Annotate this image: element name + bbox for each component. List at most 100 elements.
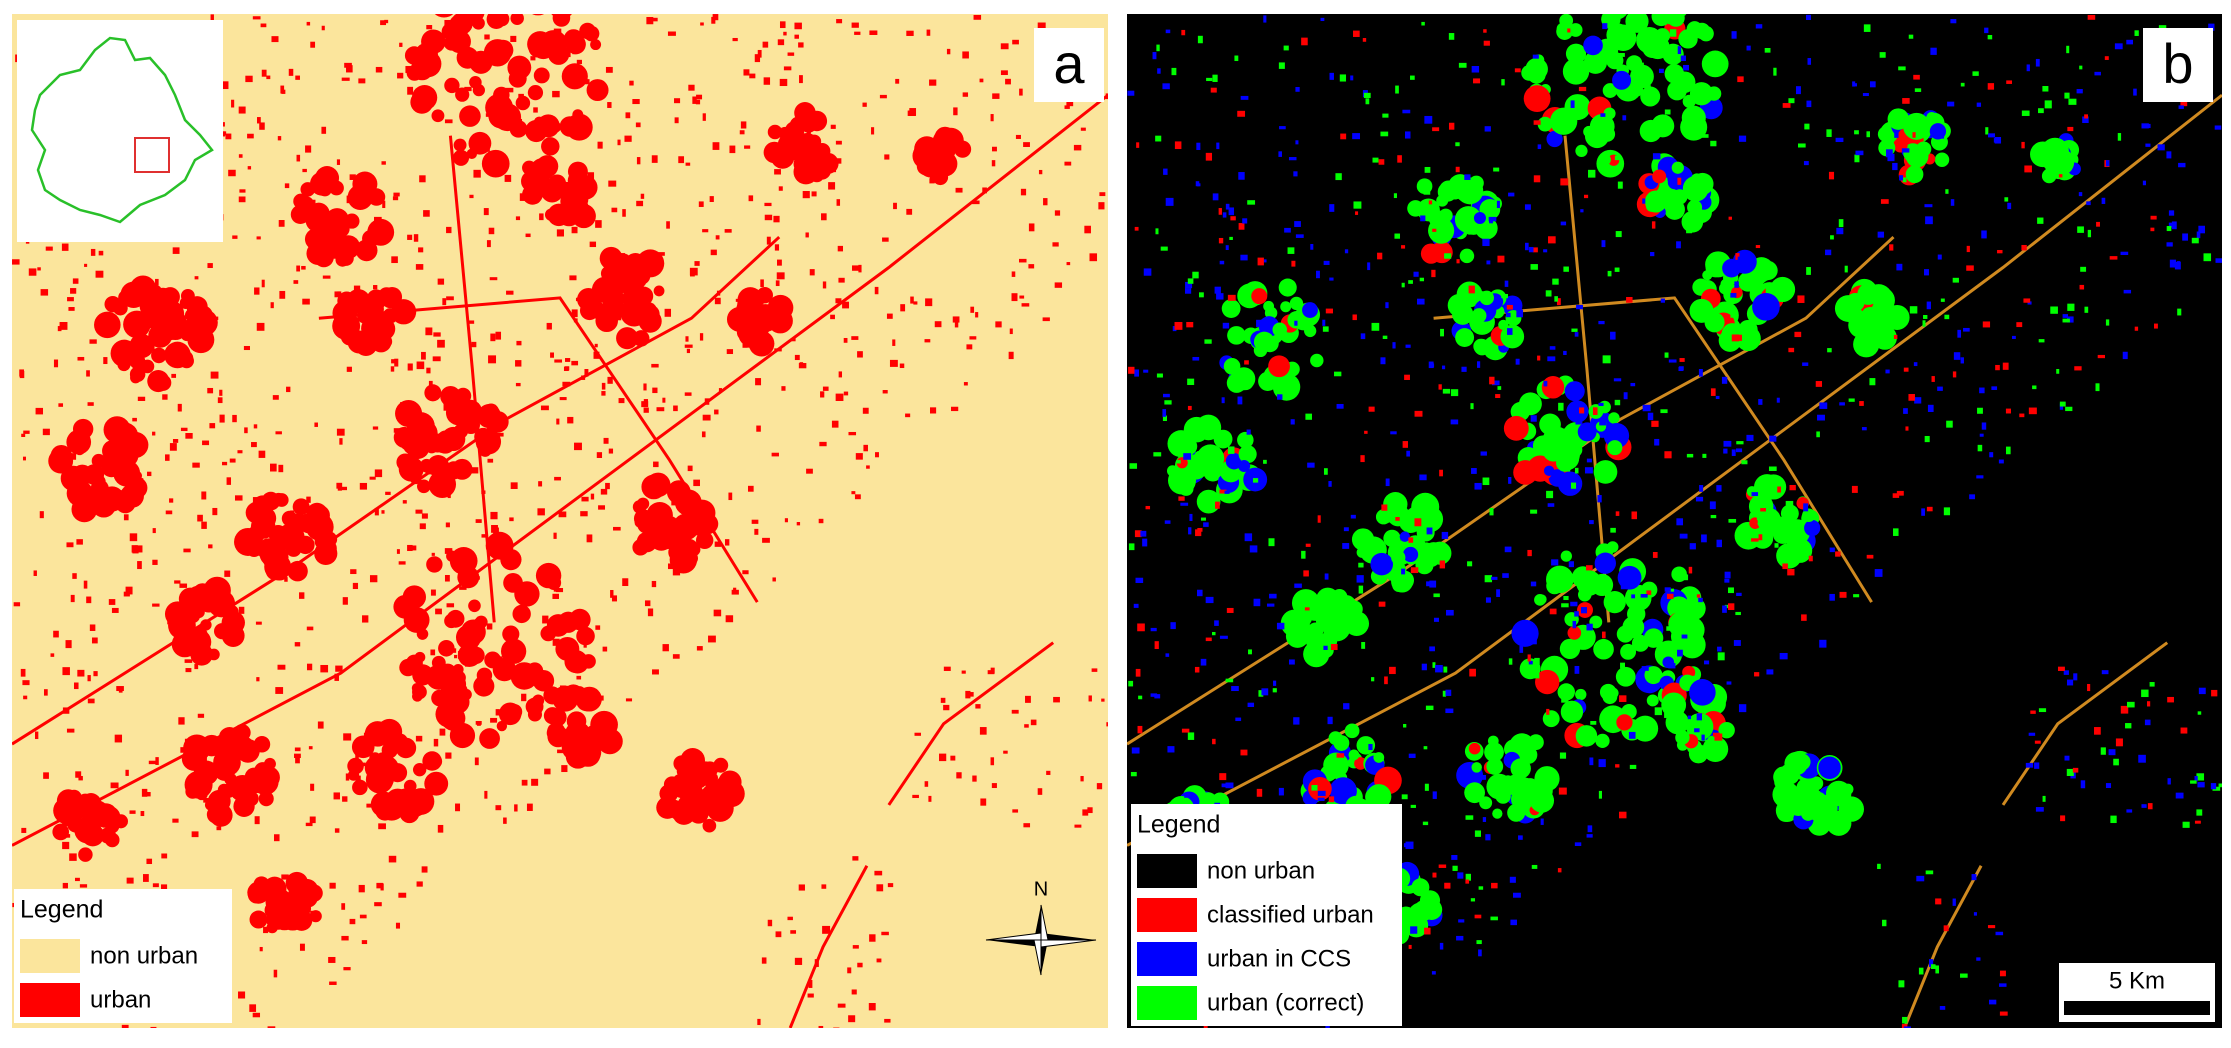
urban-dot <box>1724 571 1731 579</box>
urban-dot <box>1926 301 1931 310</box>
urban-patch <box>129 333 154 359</box>
urban-dot <box>1238 172 1245 180</box>
urban-patch <box>1370 552 1394 576</box>
urban-dot <box>950 755 956 761</box>
urban-dot <box>1420 215 1426 222</box>
urban-patch <box>1872 325 1897 350</box>
urban-dot <box>1617 181 1623 189</box>
urban-dot <box>2168 210 2175 216</box>
urban-dot <box>2145 143 2151 147</box>
urban-dot <box>137 561 142 570</box>
urban-dot <box>302 168 307 173</box>
urban-patch <box>94 311 121 339</box>
urban-patch <box>287 560 308 582</box>
urban-dot <box>566 50 571 58</box>
urban-dot <box>1222 212 1227 218</box>
urban-dot <box>253 424 258 429</box>
urban-dot <box>280 85 285 94</box>
urban-dot <box>350 569 357 575</box>
urban-dot <box>762 537 770 543</box>
urban-dot <box>2125 723 2132 729</box>
urban-patch <box>86 819 101 834</box>
urban-dot <box>1654 707 1662 716</box>
urban-dot <box>425 327 433 336</box>
urban-dot <box>1987 83 1995 90</box>
urban-patch <box>1459 248 1475 264</box>
urban-dot <box>1855 150 1864 156</box>
urban-dot <box>767 919 773 927</box>
urban-dot <box>1378 159 1385 165</box>
urban-dot <box>685 162 691 166</box>
urban-dot <box>28 268 37 276</box>
urban-dot <box>1334 371 1342 377</box>
urban-dot <box>400 402 406 407</box>
urban-dot <box>2068 98 2077 105</box>
urban-dot <box>1174 321 1183 330</box>
urban-dot <box>874 286 879 295</box>
urban-dot <box>335 665 343 672</box>
urban-dot <box>1390 431 1397 435</box>
urban-dot <box>306 21 311 26</box>
urban-dot <box>1570 100 1575 108</box>
urban-dot <box>1131 747 1140 754</box>
urban-dot <box>267 1026 276 1028</box>
urban-patch <box>579 22 596 40</box>
urban-patch <box>1594 552 1616 574</box>
urban-dot <box>1393 193 1397 199</box>
legend-swatch <box>1137 854 1197 888</box>
urban-patch <box>1603 107 1616 120</box>
urban-dot <box>1294 221 1301 227</box>
urban-dot <box>1615 511 1620 516</box>
urban-dot <box>1221 397 1225 404</box>
urban-dot <box>108 599 116 605</box>
urban-patch <box>1718 721 1735 739</box>
urban-dot <box>576 59 582 65</box>
urban-dot <box>990 114 994 122</box>
urban-dot <box>152 528 156 534</box>
urban-patch <box>1344 723 1360 739</box>
urban-dot <box>1716 485 1722 492</box>
urban-dot <box>1953 352 1961 360</box>
urban-dot <box>1664 587 1671 592</box>
urban-dot <box>1652 552 1658 558</box>
urban-dot <box>490 511 498 520</box>
urban-dot <box>1240 254 1248 261</box>
urban-patch <box>405 654 423 672</box>
urban-dot <box>1450 419 1459 425</box>
urban-patch <box>403 607 430 633</box>
urban-dot <box>445 752 452 759</box>
urban-patch <box>1511 619 1539 647</box>
urban-patch <box>1567 626 1582 640</box>
urban-dot <box>1428 200 1433 205</box>
urban-dot <box>1408 944 1412 949</box>
urban-dot <box>1922 320 1926 327</box>
urban-patch <box>1802 508 1816 522</box>
urban-patch <box>411 683 422 694</box>
urban-dot <box>141 319 149 327</box>
urban-patch <box>1598 50 1609 61</box>
urban-dot <box>805 232 809 238</box>
urban-dot <box>1586 623 1593 631</box>
urban-dot <box>599 733 608 741</box>
urban-dot <box>1574 332 1579 337</box>
urban-dot <box>290 510 295 518</box>
urban-patch <box>1583 35 1603 56</box>
urban-dot <box>184 738 191 745</box>
urban-dot <box>495 331 502 340</box>
urban-dot <box>821 213 827 221</box>
urban-dot <box>68 307 75 311</box>
urban-dot <box>598 505 606 510</box>
urban-dot <box>1439 942 1444 950</box>
urban-dot <box>226 477 232 485</box>
urban-dot <box>1610 527 1616 533</box>
urban-dot <box>1994 136 2002 144</box>
urban-patch <box>1607 440 1623 456</box>
urban-dot <box>2113 758 2119 766</box>
urban-patch <box>707 790 729 812</box>
urban-dot <box>690 270 695 277</box>
urban-dot <box>1467 561 1473 567</box>
urban-dot <box>1444 213 1452 218</box>
urban-dot <box>1628 731 1636 739</box>
urban-dot <box>1549 346 1556 350</box>
